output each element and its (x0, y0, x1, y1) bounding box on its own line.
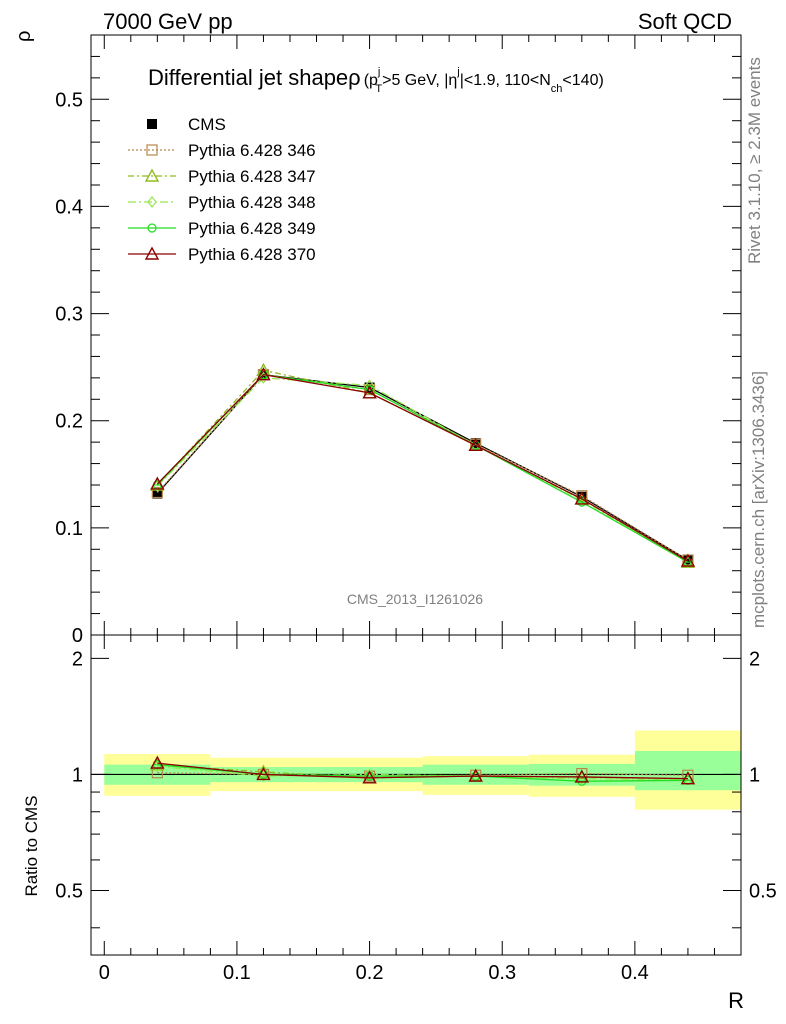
mcplots-label: mcplots.cern.ch [arXiv:1306.3436] (749, 371, 768, 628)
title-sub-ch: ch (551, 83, 563, 95)
legend-marker (146, 144, 158, 156)
main-data-point (151, 486, 163, 499)
legend-label: Pythia 6.428 347 (188, 167, 316, 186)
ratio-series-line (157, 762, 688, 780)
legend-marker (144, 168, 160, 182)
main-series-4 (152, 370, 693, 567)
header-right: Soft QCD (638, 9, 732, 34)
title-main: Differential jet shape (148, 65, 348, 90)
legend-entry: Pythia 6.428 346 (128, 141, 316, 160)
main-y-tick-label: 0.3 (55, 304, 83, 326)
legend-entry: Pythia 6.428 349 (128, 219, 316, 238)
main-y-tick-label: 0.4 (55, 196, 83, 218)
legend-marker (147, 119, 157, 129)
main-y-tick-label: 0.1 (55, 518, 83, 540)
x-tick-label: 0.4 (621, 962, 649, 984)
main-data-point (362, 385, 377, 399)
title-sup-j1: j (377, 66, 380, 78)
legend-marker (144, 246, 160, 260)
main-series-5 (150, 367, 696, 567)
title-rho: ρ (348, 65, 361, 90)
ratio-data-point (362, 770, 377, 784)
title-sup-j2: j (456, 66, 459, 78)
main-data-point (680, 553, 696, 567)
x-tick-label: 0.2 (356, 962, 384, 984)
ratio-y-tick-label: 1 (72, 764, 83, 786)
plot-title: Differential jet shapeρ (pj T>5 GeV, |ηj|<… (148, 65, 604, 95)
main-series-2 (150, 362, 696, 568)
title-cut2: |<1.9, 110<N (460, 72, 551, 89)
main-y-tick-label: 0.5 (55, 89, 83, 111)
legend-marker (147, 196, 157, 208)
watermark: CMS_2013_I1261026 (347, 591, 483, 607)
main-series-line (156, 373, 689, 562)
header-left: 7000 GeV pp (103, 9, 233, 34)
main-ylabel: ρ (13, 31, 35, 42)
legend-entry: Pythia 6.428 370 (128, 245, 316, 264)
x-tick-label: 0.1 (223, 962, 251, 984)
ratio-data-point (680, 771, 696, 785)
legend: CMS Pythia 6.428 346 Pythia 6.428 347 Pythi… (128, 115, 316, 264)
legend-label: Pythia 6.428 346 (188, 141, 316, 160)
main-data-point (470, 438, 481, 449)
main-data-point (152, 488, 163, 499)
ratio-data-point (256, 766, 271, 781)
ratio-y-tick-label: 0.5 (55, 880, 83, 902)
legend-label: CMS (188, 115, 226, 134)
title-sub-T: T (375, 83, 382, 95)
x-tick-label: 0 (99, 962, 110, 984)
legend-entry: Pythia 6.428 348 (128, 193, 316, 212)
rivet-label: Rivet 3.1.10, ≥ 2.3M events (745, 57, 764, 264)
title-open: (p (364, 72, 378, 89)
ratio-data-point (468, 768, 483, 782)
main-series-0 (152, 369, 693, 565)
ratio-y-tick-label-right: 1 (749, 764, 760, 786)
ratio-data-point (150, 755, 165, 769)
ratio-y-tick-label: 2 (72, 648, 83, 670)
legend-label: Pythia 6.428 348 (188, 193, 316, 212)
ratio-y-tick-label-right: 0.5 (749, 880, 777, 902)
ratio-panel: 0 0.1 0.2 0.3 0.4 0.5 0.5 1 1 2 2 (55, 634, 777, 984)
ratio-frame (90, 634, 742, 956)
main-series-line (156, 377, 689, 563)
main-data-point (152, 480, 163, 493)
ratio-ylabel: Ratio to CMS (22, 795, 41, 896)
main-series-line (156, 369, 689, 563)
main-data-point (574, 491, 589, 505)
ratio-series-4 (150, 755, 696, 785)
main-data-point (682, 555, 693, 565)
main-panel: 0 0.1 0.2 0.3 0.4 0.5 CMS_2013_I1261026 (55, 34, 742, 647)
ratio-data-point (576, 767, 588, 780)
ratio-y-tick-label-right: 2 (749, 648, 760, 670)
main-data-point (258, 371, 269, 384)
legend-label: Pythia 6.428 349 (188, 219, 316, 238)
main-data-point (576, 491, 587, 502)
main-data-point (150, 476, 165, 490)
main-data-point (468, 437, 483, 452)
legend-entry: CMS (147, 115, 226, 134)
legend-entry: Pythia 6.428 347 (128, 167, 316, 186)
x-axis-title: R (728, 988, 744, 1013)
main-data-point (256, 367, 271, 381)
legend-label: Pythia 6.428 370 (188, 245, 316, 264)
x-tick-label: 0.3 (488, 962, 516, 984)
title-cut1: >5 GeV, |η (382, 72, 457, 89)
main-data-point (363, 384, 376, 396)
main-y-tick-label: 0 (72, 625, 83, 647)
ratio-series-line (157, 764, 688, 780)
main-y-tick-label: 0.2 (55, 411, 83, 433)
ratio-data-point (574, 769, 589, 783)
title-cut3: <140) (562, 72, 603, 89)
main-series-1 (151, 369, 694, 566)
